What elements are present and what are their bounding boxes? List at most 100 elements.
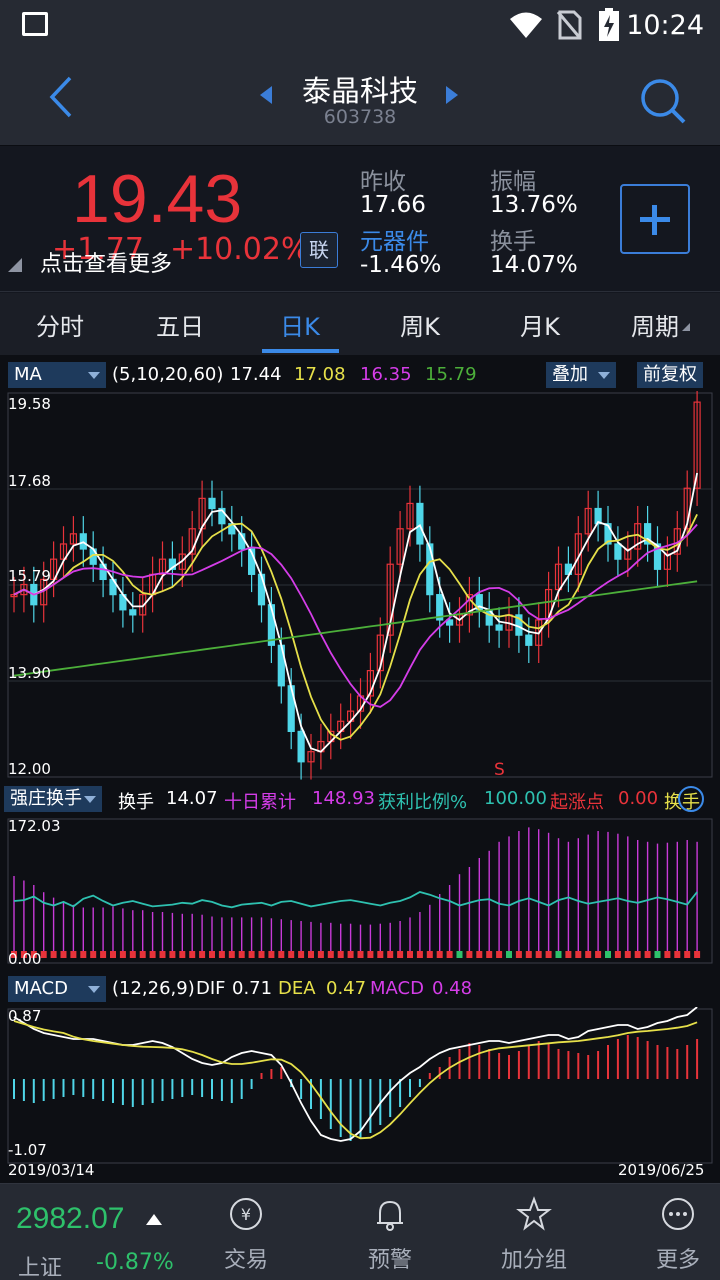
profit-value: 100.00 (484, 788, 547, 809)
cum-label: 十日累计 (224, 792, 296, 813)
back-icon[interactable] (40, 72, 90, 122)
turnover-value: 14.07% (490, 252, 578, 278)
macd-select[interactable]: MACD (8, 976, 106, 1002)
turnover-dot (129, 951, 136, 958)
refresh-icon[interactable] (676, 784, 706, 814)
ma-indicator-bar: MA (5,10,20,60) 17.44 17.08 16.35 15.79 … (0, 359, 720, 391)
nav-more[interactable]: 更多 (628, 1196, 720, 1276)
tab-period[interactable]: 周期 (631, 313, 679, 341)
turnover-dot (525, 951, 532, 958)
macd-select-label: MACD (14, 978, 68, 999)
stock-code: 603738 (323, 106, 397, 128)
price-change-row: +1.77 +10.02% (52, 232, 309, 267)
search-icon[interactable] (634, 72, 690, 128)
turnover-dot (50, 951, 57, 958)
nav-alert[interactable]: 预警 (340, 1196, 440, 1276)
tab-intraday[interactable]: 分时 (36, 313, 84, 341)
start-value: 0.00 (618, 788, 659, 809)
nav-alert-label: 预警 (367, 1248, 412, 1273)
turnover-dot (317, 951, 324, 958)
chart-area[interactable]: MA (5,10,20,60) 17.44 17.08 16.35 15.79 … (0, 355, 720, 1183)
period-corner-icon (682, 323, 690, 331)
turnover-dot (60, 951, 67, 958)
turnover-select[interactable]: 强庄换手 (4, 786, 102, 812)
battery-charging-icon (599, 8, 619, 41)
chevron-down-icon (84, 796, 96, 803)
macd-indicator-bar: MACD (12,26,9) DIF 0.71 DEA 0.47 MACD 0.… (0, 973, 720, 1005)
turnover-dot (416, 951, 423, 958)
sector-change: -1.46% (360, 252, 442, 278)
more-hint[interactable]: 点击查看更多 (40, 252, 173, 277)
sector-link[interactable]: 元器件 (360, 229, 429, 255)
candle-body (663, 553, 672, 570)
current-price: 19.43 (72, 161, 243, 237)
macd-axis-max: 0.87 (8, 1007, 42, 1025)
turnover-dot (218, 951, 225, 958)
turnover-dot (189, 951, 196, 958)
turnover-dot (347, 951, 354, 958)
chart-frame (7, 1008, 713, 1164)
turnover-dot (100, 951, 107, 958)
turnover-dot (288, 951, 295, 958)
turnover-dot (624, 951, 631, 958)
adjust-button[interactable]: 前复权 (637, 362, 703, 388)
macd-params: (12,26,9) (112, 978, 195, 999)
candle-body (653, 543, 662, 570)
candle-body (307, 751, 315, 763)
nav-trade[interactable]: ¥ 交易 (196, 1196, 296, 1276)
candle-body (297, 730, 305, 763)
candle-body (693, 401, 701, 489)
next-stock-icon[interactable] (446, 86, 458, 104)
ma-select[interactable]: MA (8, 362, 106, 388)
candle-body (574, 533, 582, 575)
profit-label: 获利比例% (378, 792, 468, 813)
tab-weekly-k[interactable]: 周K (400, 313, 440, 341)
turnover-dot (506, 951, 512, 958)
macd-chart[interactable] (0, 1007, 720, 1165)
price-axis-4: 13.90 (8, 664, 51, 682)
linked-button[interactable]: 联 (300, 232, 338, 268)
candle-body (525, 634, 533, 646)
turnover-dot (486, 951, 493, 958)
nav-add-group[interactable]: 加分组 (484, 1196, 584, 1276)
turnover-dot (436, 951, 443, 958)
turnover-dot (407, 951, 413, 958)
prev-stock-icon[interactable] (260, 86, 272, 104)
turnover-dot (199, 951, 206, 958)
turnover-dot (585, 951, 592, 958)
turnover-chart[interactable] (0, 817, 720, 967)
macd-axis-min: -1.07 (8, 1141, 47, 1159)
turnover-dot (298, 951, 305, 958)
turnover-dot (545, 951, 552, 958)
turnover-dot (20, 951, 27, 958)
tab-daily-k[interactable]: 日K (280, 313, 320, 341)
tab-five-day[interactable]: 五日 (156, 313, 204, 341)
candle-body (20, 583, 28, 596)
price-change: +1.77 (52, 232, 144, 267)
turnover-dot (70, 951, 77, 958)
candle-body (59, 543, 68, 560)
price-axis-3: 15.79 (8, 567, 51, 585)
turnover-dot (476, 951, 483, 958)
turn-axis-min: 0.00 (8, 950, 42, 968)
candle-body (10, 594, 18, 598)
turnover-dot (397, 951, 404, 958)
ma60-line (13, 580, 698, 677)
turnover-dot (40, 951, 47, 958)
kline-chart[interactable] (0, 391, 720, 781)
extra-turn-label: 换手 (664, 792, 700, 813)
index-name: 上证 (18, 1256, 63, 1280)
quote-panel[interactable]: 19.43 +1.77 +10.02% 点击查看更多 联 昨收 17.66 元器件… (0, 146, 720, 292)
ma-params: (5,10,20,60) (112, 364, 224, 385)
turnover-dot (674, 951, 681, 958)
add-watchlist-button[interactable] (620, 184, 690, 254)
turnover-dot (595, 951, 602, 958)
turnover-dot (634, 951, 641, 958)
expand-up-icon[interactable] (146, 1214, 162, 1225)
overlay-button[interactable]: 叠加 (546, 362, 616, 388)
turnover-dot (11, 951, 17, 958)
tab-monthly-k[interactable]: 月K (520, 313, 560, 341)
price-axis-max: 19.58 (8, 395, 51, 413)
candle-body (129, 609, 137, 616)
stock-name: 泰晶科技 (301, 74, 418, 108)
